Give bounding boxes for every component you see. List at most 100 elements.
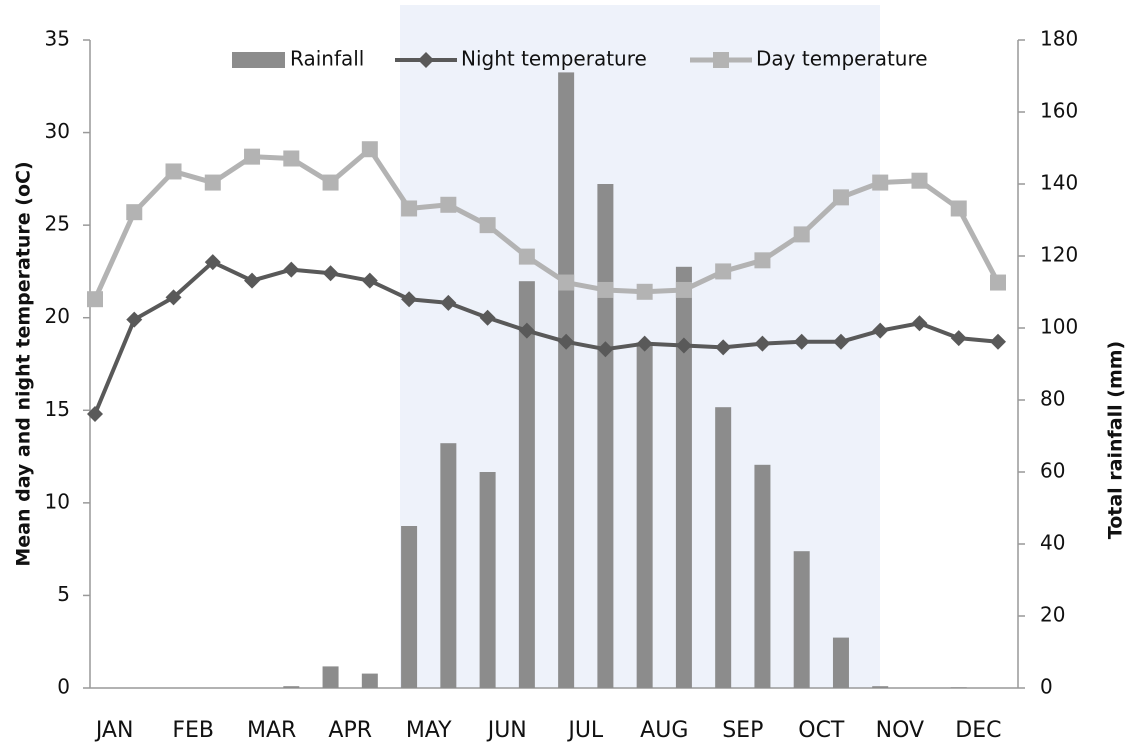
bar [793, 551, 810, 688]
y-tick-label: 20 [45, 304, 70, 328]
x-tick-label: JUL [566, 718, 604, 743]
bar [597, 184, 614, 688]
diamond-marker [401, 291, 418, 308]
legend-marker [418, 52, 434, 68]
square-marker [911, 172, 928, 189]
square-marker [675, 281, 692, 298]
diamond-marker [793, 333, 810, 350]
y-tick-label: 15 [45, 397, 70, 421]
square-marker [479, 217, 496, 234]
square-marker [440, 196, 457, 213]
diamond-marker [361, 272, 378, 289]
diamond-marker [872, 322, 889, 339]
square-marker [793, 226, 810, 243]
legend-label: Night temperature [461, 47, 647, 71]
bar [361, 673, 378, 688]
bar [283, 686, 300, 688]
x-tick-label: OCT [798, 718, 845, 743]
y-axis-title: Mean day and night temperature (oC) [13, 161, 35, 566]
bar [754, 464, 771, 688]
x-tick-label: SEP [722, 718, 763, 743]
legend-marker [713, 52, 729, 68]
square-marker [283, 150, 300, 167]
y2-tick-label: 120 [1040, 243, 1078, 267]
square-marker [715, 263, 732, 280]
y-tick-label: 30 [45, 119, 70, 143]
bar [518, 281, 535, 688]
square-marker [322, 174, 339, 191]
square-marker [990, 274, 1006, 291]
x-tick-label: DEC [955, 718, 1001, 743]
square-marker [126, 204, 143, 221]
square-marker [597, 281, 614, 298]
legend-swatch [232, 52, 285, 68]
diamond-marker [518, 322, 535, 339]
square-marker [204, 174, 221, 191]
y2-tick-label: 40 [1040, 531, 1065, 555]
bar [715, 407, 732, 688]
y2-tick-label: 140 [1040, 171, 1078, 195]
x-tick-label: MAY [406, 718, 452, 743]
y2-tick-label: 100 [1040, 315, 1078, 339]
square-marker [401, 200, 418, 217]
diamond-marker [165, 289, 182, 306]
square-marker [558, 274, 575, 291]
square-marker [244, 148, 261, 165]
diamond-marker [87, 405, 103, 422]
diamond-marker [440, 294, 457, 311]
bar [322, 666, 339, 688]
y-tick-label: 10 [45, 489, 70, 513]
bar [440, 443, 457, 688]
diamond-marker [636, 335, 653, 352]
bar [832, 637, 849, 688]
x-tick-label: APR [328, 718, 372, 743]
y2-tick-label: 0 [1040, 675, 1053, 699]
x-tick-label: JUN [486, 718, 527, 743]
bar [872, 686, 889, 688]
y2-tick-label: 80 [1040, 387, 1065, 411]
x-tick-label: MAR [247, 718, 296, 743]
square-marker [636, 283, 653, 300]
diamond-marker [675, 337, 692, 354]
square-marker [832, 189, 849, 206]
diamond-marker [204, 254, 221, 271]
x-tick-label: AUG [640, 718, 688, 743]
bar [950, 687, 967, 688]
y2-axis-title: Total rainfall (mm) [1105, 341, 1127, 539]
diamond-marker [558, 333, 575, 350]
y2-tick-label: 20 [1040, 603, 1065, 627]
y2-tick-label: 160 [1040, 99, 1078, 123]
x-tick-label: JAN [94, 718, 134, 743]
line [93, 260, 999, 415]
legend-label: Rainfall [290, 47, 364, 71]
y-tick-label: 25 [45, 212, 70, 236]
square-marker [361, 141, 378, 158]
diamond-marker [244, 272, 261, 289]
square-marker [87, 291, 103, 308]
x-tick-label: NOV [876, 718, 924, 743]
diamond-marker [715, 339, 732, 356]
diamond-marker [754, 335, 771, 352]
diamond-marker [597, 341, 614, 358]
diamond-marker [479, 309, 496, 326]
bar [558, 72, 575, 688]
diamond-marker [832, 333, 849, 350]
y-tick-label: 35 [45, 27, 70, 51]
diamond-marker [950, 330, 967, 347]
y2-tick-label: 60 [1040, 459, 1065, 483]
x-tick-label: FEB [172, 718, 214, 743]
y-tick-label: 5 [57, 582, 70, 606]
bar [479, 472, 496, 688]
square-marker [754, 252, 771, 269]
legend-label: Day temperature [756, 47, 928, 71]
y-tick-label: 0 [57, 675, 70, 699]
diamond-marker [283, 261, 300, 278]
y2-tick-label: 180 [1040, 27, 1078, 51]
bar [636, 342, 653, 688]
square-marker [518, 248, 535, 265]
diamond-marker [911, 315, 928, 332]
bar [401, 526, 418, 688]
diamond-marker [322, 265, 339, 282]
square-marker [872, 174, 889, 191]
